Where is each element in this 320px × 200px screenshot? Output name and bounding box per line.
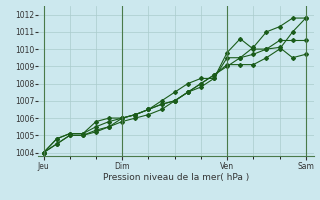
X-axis label: Pression niveau de la mer( hPa ): Pression niveau de la mer( hPa ) (103, 173, 249, 182)
